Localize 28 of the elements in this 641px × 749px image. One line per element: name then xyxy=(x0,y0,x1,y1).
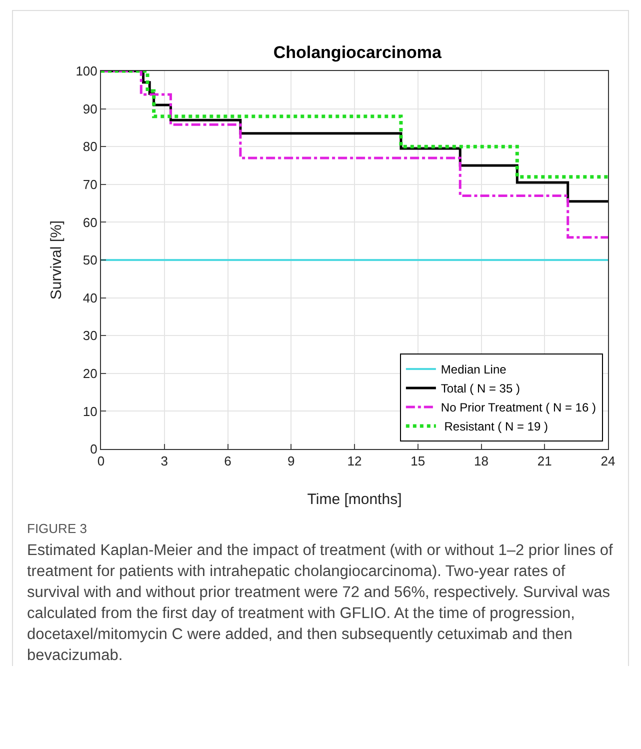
x-tick-label: 9 xyxy=(288,454,295,469)
text: Estimated Kaplan-Meier and the impact of treatment (with or without 1–2 prior lines of treatment for patients with intrahepatic cholangiocarcinoma). Two-year rates of survival with and without prior treatment were 72 and 56%, respectively. Survival was calculated from the first day of treatment with GFLIO. At the time of progression, docetaxel/mitomycin C were added, and then subsequently cetuximab and then bevacizumab. xyxy=(27,541,614,666)
x-tick-label: 18 xyxy=(474,454,488,469)
chart-title: Cholangiocarcinoma xyxy=(273,42,442,62)
y-tick-label: 20 xyxy=(82,366,98,381)
x-axis-title: Time [months] xyxy=(307,491,402,508)
caption: FIGURE 3 xyxy=(27,521,88,536)
legend-label: Median Line xyxy=(440,362,507,377)
x-tick-label: 6 xyxy=(224,454,232,469)
legend-label: Resistant ( N = 19 ) xyxy=(440,420,548,434)
legend-label: Total ( N = 35 ) xyxy=(440,382,520,396)
y-tick-label: 40 xyxy=(82,290,98,306)
y-tick-label: 70 xyxy=(82,176,98,192)
x-tick-label: 15 xyxy=(410,454,426,469)
y-tick-label: 10 xyxy=(82,404,98,419)
y-tick-label: 30 xyxy=(82,328,98,344)
x-tick-label: 24 xyxy=(600,454,616,469)
x-tick-label: 3 xyxy=(160,454,168,469)
legend-label: No Prior Treatment ( N = 16 ) xyxy=(440,400,596,415)
y-tick-label: 80 xyxy=(82,139,98,154)
x-tick-label: 21 xyxy=(537,454,552,469)
y-tick-label: 0 xyxy=(90,442,98,457)
x-tick-label: 12 xyxy=(347,454,362,469)
y-tick-label: 50 xyxy=(82,252,98,268)
y-tick-label: 90 xyxy=(82,101,98,116)
y-tick-label: 60 xyxy=(82,214,98,230)
y-axis-title: Survival [%] xyxy=(48,220,65,300)
y-tick-label: 100 xyxy=(76,64,98,79)
